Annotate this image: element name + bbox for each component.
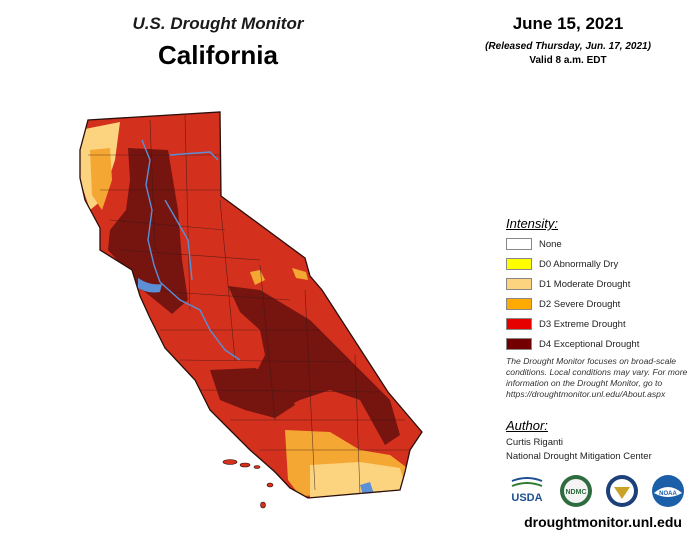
- valid-time: Valid 8 a.m. EDT: [529, 55, 607, 66]
- noaa-text: NOAA: [659, 491, 677, 497]
- d2-sierra-region: [292, 268, 308, 280]
- ndmc-text: NDMC: [566, 489, 587, 496]
- legend-item-none: None: [506, 234, 639, 254]
- legend-label: D2 Severe Drought: [539, 298, 621, 310]
- state-title: California: [158, 40, 278, 70]
- legend-heading: Intensity:: [506, 216, 559, 231]
- legend-item-d2: D2 Severe Drought: [506, 294, 639, 314]
- drought-monitor-note: The Drought Monitor focuses on broad-sca…: [506, 356, 688, 399]
- legend-label: None: [539, 238, 562, 250]
- legend-swatch: [506, 298, 532, 310]
- monitor-title: U.S. Drought Monitor: [132, 14, 304, 33]
- d2-foothill-region: [250, 270, 265, 285]
- usda-text: USDA: [511, 492, 542, 504]
- agency-logos: USDA NDMC NOAA: [511, 475, 684, 507]
- author-name: Curtis Riganti: [506, 437, 564, 448]
- legend-label: D0 Abnormally Dry: [539, 258, 619, 270]
- noaa-logo: NOAA: [652, 475, 684, 507]
- legend-label: D3 Extreme Drought: [539, 318, 626, 330]
- usda-logo: USDA: [511, 477, 543, 504]
- author-heading: Author:: [506, 418, 548, 433]
- legend-item-d0: D0 Abnormally Dry: [506, 254, 639, 274]
- d2-north-coast-region: [90, 148, 112, 210]
- legend-item-d1: D1 Moderate Drought: [506, 274, 639, 294]
- ndmc-logo: NDMC: [560, 475, 592, 507]
- legend-swatch: [506, 238, 532, 250]
- legend-swatch: [506, 338, 532, 350]
- footer-url[interactable]: droughtmonitor.unl.edu: [524, 514, 682, 530]
- d4-central-region: [228, 286, 400, 445]
- release-date: (Released Thursday, Jun. 17, 2021): [485, 41, 651, 52]
- legend-swatch: [506, 318, 532, 330]
- legend-item-d4: D4 Exceptional Drought: [506, 334, 639, 354]
- county-lines: [88, 114, 410, 496]
- rivers: [141, 139, 241, 361]
- author-organization: National Drought Mitigation Center: [506, 451, 652, 462]
- california-outline: [79, 111, 423, 499]
- doc-seal-logo: [606, 475, 638, 507]
- san-francisco-bay: [138, 278, 162, 293]
- legend-swatch: [506, 278, 532, 290]
- legend-label: D1 Moderate Drought: [539, 278, 631, 290]
- legend-item-d3: D3 Extreme Drought: [506, 314, 639, 334]
- d1-southern-region: [310, 462, 408, 498]
- california-drought-map: [79, 111, 423, 509]
- legend-swatch: [506, 258, 532, 270]
- legend: None D0 Abnormally Dry D1 Moderate Droug…: [506, 234, 639, 354]
- map-date: June 15, 2021: [512, 14, 624, 33]
- channel-islands: [222, 459, 274, 509]
- legend-label: D4 Exceptional Drought: [539, 338, 640, 350]
